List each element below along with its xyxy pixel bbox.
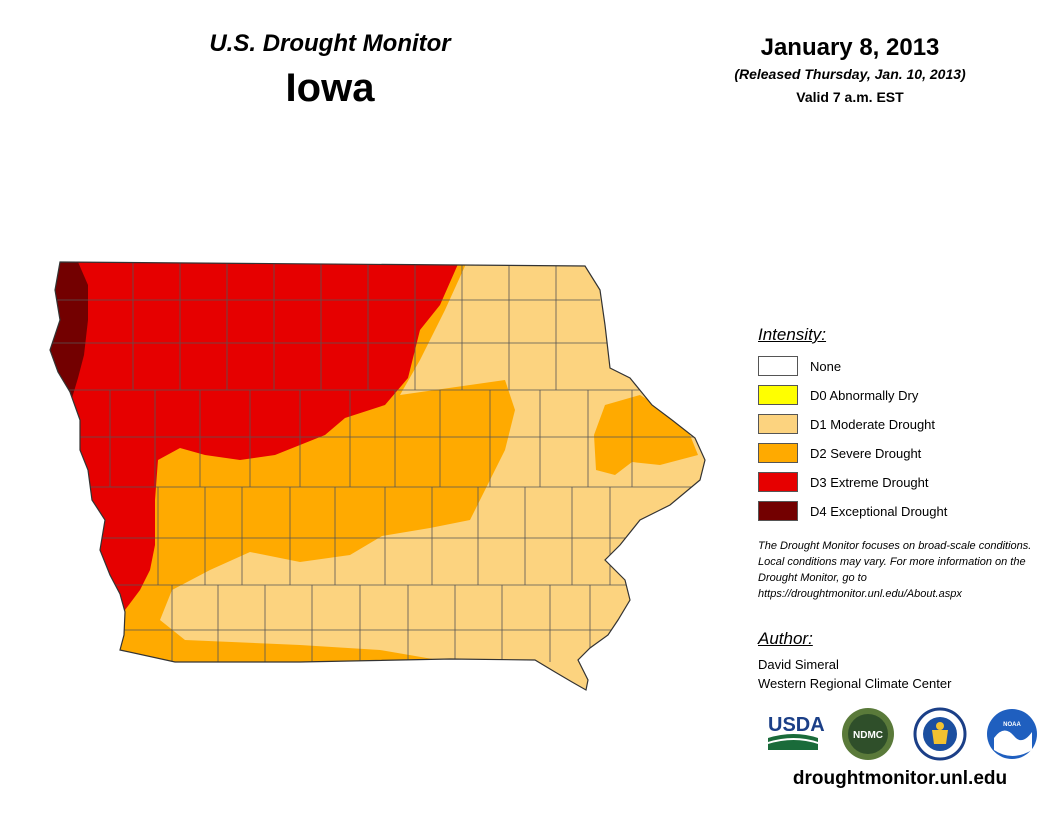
legend-title: Intensity: (758, 325, 827, 344)
map-date: January 8, 2013 (760, 34, 940, 61)
legend-swatch (758, 356, 798, 376)
legend-label: D0 Abnormally Dry (810, 387, 919, 403)
legend-label: None (810, 358, 842, 374)
release-date: (Released Thursday, Jan. 10, 2013) (734, 66, 966, 82)
legend-swatch (758, 414, 798, 434)
site-url[interactable]: droughtmonitor.unl.edu (792, 768, 1008, 789)
legend-swatch (758, 472, 798, 492)
monitor-title: U.S. Drought Monitor (209, 30, 451, 57)
valid-time: Valid 7 a.m. EST (796, 89, 904, 105)
iowa-drought-map (49, 261, 706, 691)
legend-swatch (758, 443, 798, 463)
ndmc-logo: NDMC (842, 708, 894, 760)
noaa-logo: NOAA (987, 709, 1037, 759)
usda-logo-text: USDA (768, 714, 825, 736)
state-title: Iowa (285, 66, 375, 110)
legend-label: D1 Moderate Drought (810, 416, 936, 432)
disclaimer-note: The Drought Monitor focuses on broad-sca… (758, 540, 1032, 600)
d3-region (50, 262, 462, 620)
commerce-seal-logo (913, 707, 967, 761)
author-name: David Simeral (758, 657, 839, 672)
legend-label: D4 Exceptional Drought (810, 503, 948, 519)
county-lines (50, 262, 700, 662)
usda-logo: USDA (768, 714, 825, 750)
noaa-logo-text: NOAA (1003, 722, 1021, 728)
legend-item-d4: D4 Exceptional Drought (758, 500, 947, 522)
legend-item-d2: D2 Severe Drought (758, 442, 921, 464)
legend-item-d1: D1 Moderate Drought (758, 413, 935, 435)
agency-logos: USDA NDMC NOAA (768, 707, 1037, 761)
ndmc-logo-text: NDMC (853, 730, 883, 741)
legend-label: D3 Extreme Drought (810, 474, 929, 490)
legend-item-d0: D0 Abnormally Dry (758, 384, 918, 406)
legend-swatch (758, 385, 798, 405)
d2-region-east (594, 395, 698, 475)
author-heading: Author: (758, 629, 813, 648)
legend-item-none: None (758, 355, 841, 377)
legend-swatch (758, 501, 798, 521)
legend-label: D2 Severe Drought (810, 445, 922, 461)
author-organization: Western Regional Climate Center (758, 676, 952, 691)
legend-item-d3: D3 Extreme Drought (758, 471, 929, 493)
